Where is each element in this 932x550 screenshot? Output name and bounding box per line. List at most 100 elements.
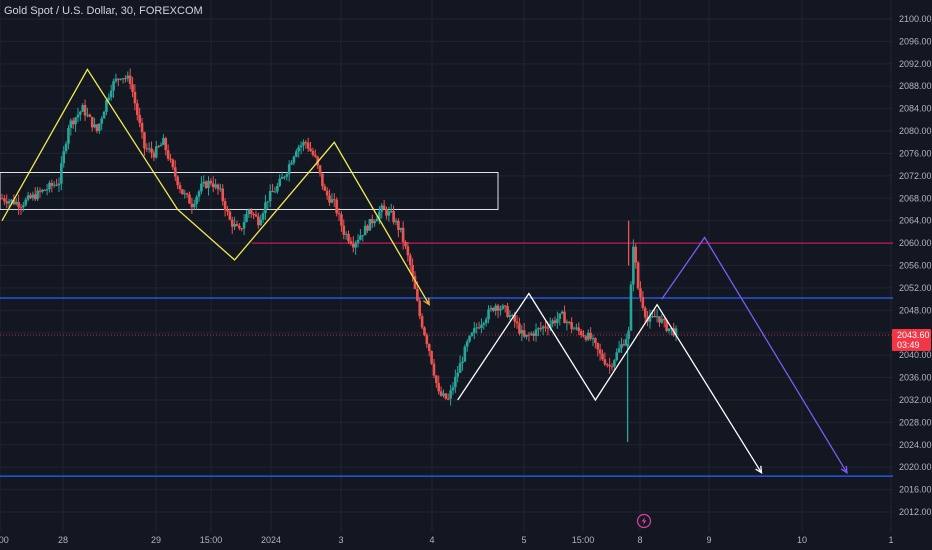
candle <box>420 313 424 330</box>
candle <box>150 141 153 159</box>
candle <box>152 149 156 162</box>
candle <box>36 186 39 202</box>
candle-body <box>69 120 73 128</box>
candle-body <box>264 202 267 214</box>
candle-body <box>5 201 9 204</box>
candle <box>164 136 168 156</box>
candle <box>401 221 405 250</box>
candle-body <box>216 184 220 190</box>
candle-body <box>570 322 573 330</box>
candle <box>126 71 130 82</box>
candle-body <box>64 143 68 152</box>
candle <box>154 141 158 159</box>
candle <box>55 178 58 187</box>
candle-body <box>489 307 493 310</box>
lightning-bolt-glyph[interactable] <box>641 517 647 525</box>
time-tick-label: 9 <box>706 535 711 545</box>
candle-body <box>176 176 179 186</box>
candle <box>79 110 82 121</box>
candle-body <box>207 180 210 188</box>
candle <box>3 194 6 206</box>
candle <box>627 326 630 347</box>
price-tick-label: 2028.00 <box>899 417 932 427</box>
candle <box>197 189 201 202</box>
candle <box>594 337 597 349</box>
candle <box>406 241 410 262</box>
candle-body <box>245 214 248 223</box>
lightning-icon-ring[interactable] <box>636 513 652 529</box>
candle-body <box>228 211 232 220</box>
candle-body <box>36 190 39 200</box>
candle-body <box>582 335 585 337</box>
candle-body <box>126 75 130 79</box>
candle <box>314 149 317 159</box>
candle-body <box>147 148 151 150</box>
candle <box>399 227 403 233</box>
candle-body <box>62 151 66 164</box>
candle <box>643 305 647 325</box>
candle <box>601 349 604 362</box>
candle-body <box>297 147 300 152</box>
candle-body <box>636 262 640 289</box>
lightning-bolt-icon[interactable] <box>636 513 652 529</box>
candle <box>354 240 357 255</box>
candle-body <box>629 284 633 331</box>
candle-body <box>83 105 87 116</box>
candle <box>29 192 32 200</box>
candle-body <box>579 330 583 336</box>
candle-body <box>17 201 20 208</box>
candle-body <box>79 111 82 115</box>
candle <box>159 142 163 147</box>
candle <box>5 194 9 209</box>
candle-body <box>337 213 341 215</box>
time-tick-label: 4 <box>429 535 434 545</box>
candle <box>67 124 70 150</box>
candle-body <box>340 214 343 226</box>
candle <box>465 339 469 352</box>
candle <box>520 325 524 342</box>
candle-body <box>124 78 127 80</box>
candle <box>356 234 360 248</box>
candle-body <box>29 195 32 198</box>
candle <box>43 189 47 191</box>
candle-body <box>408 255 412 265</box>
candle-body <box>446 398 450 400</box>
time-axis[interactable]: 9:00 28 29 15:00 2024 3 4 5 15:00 8 9 10 1 <box>0 535 894 545</box>
candle-body <box>575 327 578 329</box>
candle <box>392 205 395 225</box>
time-tick-label: 2024 <box>261 535 281 545</box>
candle-body <box>392 210 395 223</box>
candle-body <box>465 341 469 347</box>
candle-body <box>608 364 611 367</box>
candle-body <box>413 275 417 290</box>
price-tick-label: 2016.00 <box>899 485 932 495</box>
price-axis[interactable]: 2100.00 2096.00 2092.00 2088.00 2084.00 2080.… <box>893 0 932 550</box>
candle <box>615 348 619 362</box>
candle <box>605 362 609 368</box>
candle <box>613 359 616 371</box>
candle <box>482 321 486 330</box>
candle <box>565 319 569 331</box>
candle <box>660 314 664 325</box>
candle <box>249 207 253 219</box>
candle <box>662 317 666 328</box>
candle <box>492 307 495 313</box>
candle-body <box>249 209 253 214</box>
candle <box>124 75 127 83</box>
candle <box>470 331 474 337</box>
candle-body <box>655 316 659 318</box>
candle-body <box>19 207 23 209</box>
candle-body <box>86 114 89 116</box>
candle <box>240 228 244 232</box>
candle <box>484 316 488 327</box>
yellow-arrowhead <box>423 297 430 307</box>
candle-body <box>651 315 654 317</box>
candle-body <box>373 221 376 224</box>
candle <box>363 220 367 236</box>
candle-body <box>632 246 635 285</box>
candle <box>575 323 578 331</box>
candle <box>584 334 588 342</box>
candle <box>667 328 671 334</box>
